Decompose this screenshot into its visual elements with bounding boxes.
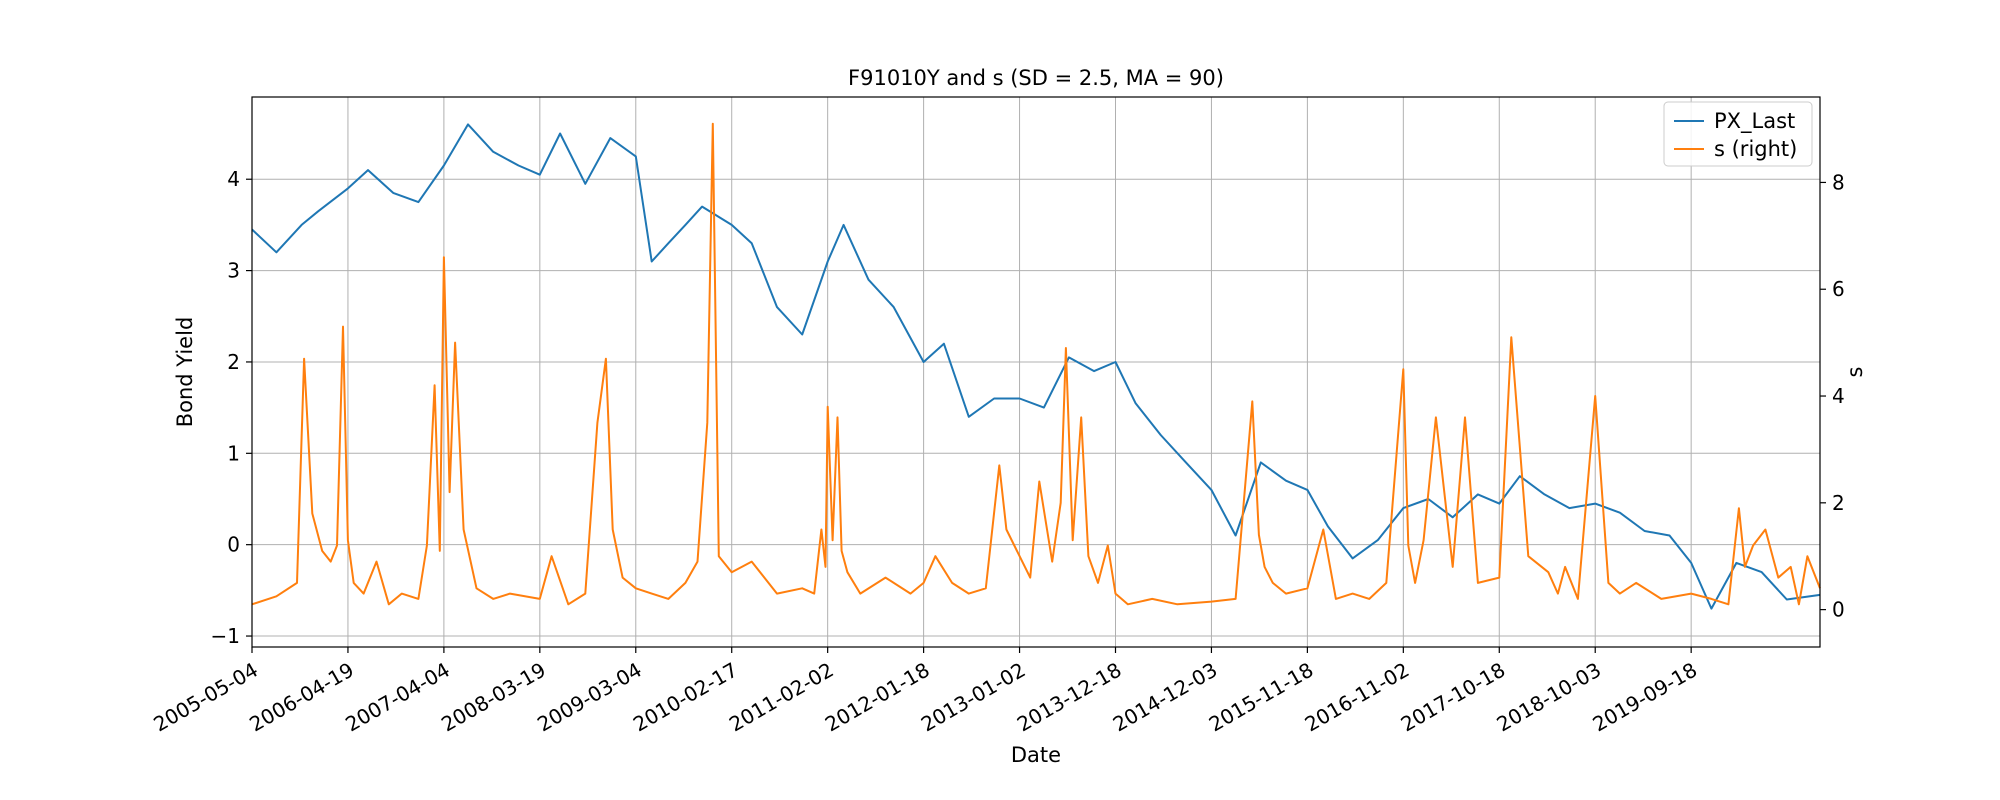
y-right-tick-label: 4 (1832, 384, 1845, 408)
y-axis-label: Bond Yield (173, 317, 197, 428)
series-layer (251, 122, 1821, 610)
y-right-tick-label: 2 (1832, 491, 1845, 515)
y-tick-label: 1 (227, 441, 240, 465)
legend-label-px-last: PX_Last (1714, 109, 1795, 134)
legend: PX_Last s (right) (1663, 101, 1813, 167)
x-tick-label: 2015-11-18 (1205, 658, 1318, 737)
x-tick-label: 2013-12-18 (1013, 658, 1126, 737)
series-line-s-right (251, 122, 1821, 606)
x-tick-label: 2016-11-02 (1301, 658, 1414, 737)
y-right-axis-label: s (1843, 367, 1867, 378)
x-tick-label: 2017-10-18 (1397, 658, 1510, 737)
x-tick-label: 2010-02-17 (629, 658, 742, 737)
y-right-tick-label: 8 (1832, 170, 1845, 194)
legend-label-s-right: s (right) (1714, 137, 1797, 161)
grid-layer (251, 97, 1820, 647)
y-right-tick-label: 6 (1832, 277, 1845, 301)
y-tick-label: 2 (227, 350, 240, 374)
y-tick-label: 0 (227, 533, 240, 557)
y-right-tick-label: 0 (1832, 598, 1845, 622)
x-tick-label: 2018-10-03 (1493, 658, 1606, 737)
x-tick-label: 2013-01-02 (917, 658, 1030, 737)
y-tick-label: 3 (227, 259, 240, 283)
x-tick-label: 2012-01-18 (821, 658, 934, 737)
x-tick-label: 2019-09-18 (1588, 658, 1701, 737)
x-tick-label: 2008-03-19 (437, 658, 550, 737)
series-line-px-last (251, 123, 1821, 610)
y-tick-label: 4 (227, 167, 240, 191)
x-tick-label: 2009-03-04 (533, 658, 646, 737)
x-tick-label: 2011-02-02 (725, 658, 838, 737)
y-tick-label: −1 (211, 624, 240, 648)
x-tick-label: 2007-04-04 (341, 658, 454, 737)
x-tick-label: 2006-04-19 (245, 658, 358, 737)
plot-frame (251, 96, 1821, 648)
x-tick-label: 2014-12-03 (1109, 658, 1222, 737)
x-tick-label: 2005-05-04 (149, 658, 262, 737)
chart-title: F91010Y and s (SD = 2.5, MA = 90) (848, 66, 1224, 90)
x-axis-label: Date (1011, 743, 1061, 767)
